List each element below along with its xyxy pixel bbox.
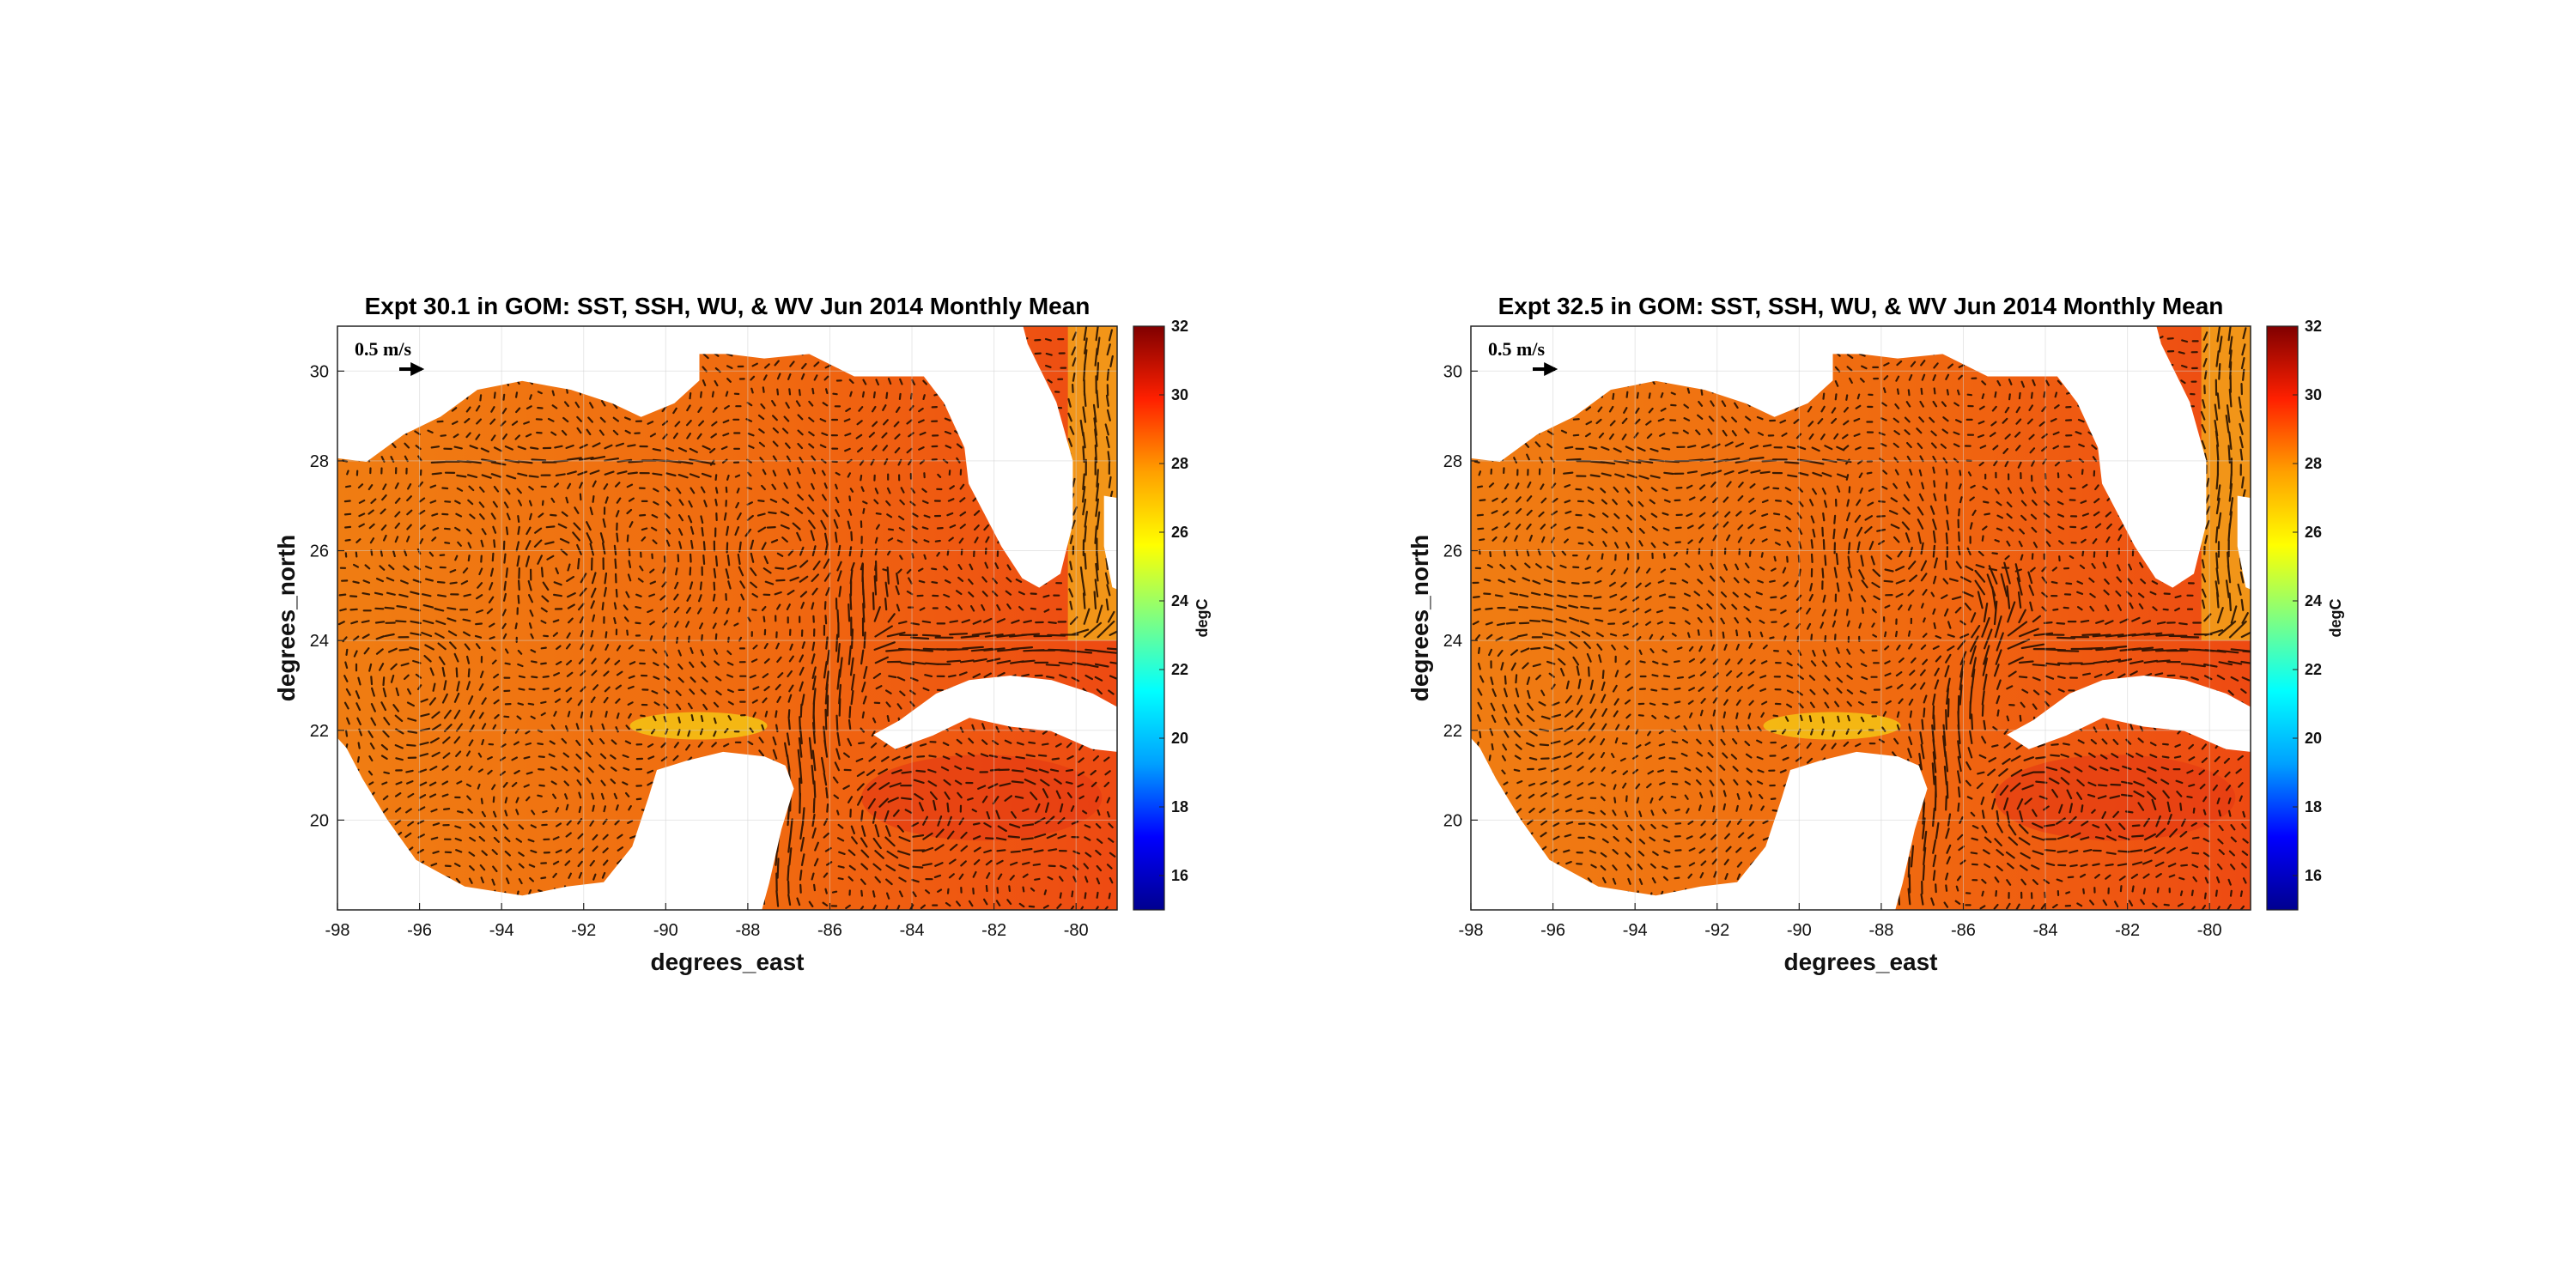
grid — [337, 326, 1117, 910]
reference-vector-label: 0.5 m/s — [355, 338, 411, 360]
colorbar: 32 30 28 26 24 22 20 18 16 degC — [1133, 318, 1211, 911]
y-tick-label: 30 — [1443, 362, 1462, 381]
colorbar-gradient — [1133, 325, 1165, 911]
x-tick-label: -96 — [407, 921, 432, 940]
colorbar-tick-label: 32 — [2305, 318, 2322, 335]
x-tick-label: -86 — [817, 921, 842, 940]
land-polygon — [2007, 675, 2251, 752]
chart-title: Expt 32.5 in GOM: SST, SSH, WU, & WV Jun… — [1498, 293, 2224, 319]
colorbar-gradient — [2266, 325, 2299, 911]
reference-vector: 0.5 m/s — [1488, 338, 1558, 376]
x-tick-label: -88 — [735, 921, 760, 940]
grid — [1471, 326, 2251, 910]
colorbar-tick-label: 20 — [2305, 730, 2322, 747]
y-tick-label: 28 — [1443, 452, 1462, 471]
colorbar-tick-label: 28 — [1171, 455, 1188, 472]
x-tick-label: -94 — [489, 921, 514, 940]
land-polygon — [337, 326, 1073, 588]
x-tick-label: -80 — [2197, 921, 2222, 940]
y-axis-label: degrees_north — [273, 535, 300, 702]
x-tick-label: -84 — [900, 921, 925, 940]
colorbar-tick-label: 24 — [2305, 592, 2322, 609]
x-tick-label: -82 — [981, 921, 1006, 940]
colorbar-tick-label: 18 — [2305, 798, 2322, 815]
x-tick-label: -84 — [2033, 921, 2058, 940]
colorbar-tick-label: 18 — [1171, 798, 1188, 815]
x-tick-label: -92 — [1704, 921, 1729, 940]
colorbar-tick-label: 26 — [1171, 524, 1188, 541]
colorbar-tick-label: 16 — [1171, 867, 1188, 884]
x-tick-label: -88 — [1868, 921, 1893, 940]
plot-area — [1471, 326, 2251, 910]
colorbar-tick-label: 22 — [1171, 661, 1188, 678]
x-tick-label: -92 — [571, 921, 596, 940]
x-axis-label: degrees_east — [1783, 949, 1937, 975]
colorbar-label: degC — [2327, 598, 2344, 637]
land-polygon — [2237, 495, 2251, 590]
colorbar: 32 30 28 26 24 22 20 18 16 degC — [2266, 318, 2344, 911]
x-tick-label: -90 — [1787, 921, 1812, 940]
map-panel-2: Expt 32.5 in GOM: SST, SSH, WU, & WV Jun… — [1406, 293, 2344, 975]
y-tick-label: 26 — [310, 543, 329, 561]
y-tick-label: 26 — [1443, 543, 1462, 561]
x-tick-label: -86 — [1951, 921, 1976, 940]
colorbar-tick-label: 22 — [2305, 661, 2322, 678]
y-tick-label: 30 — [310, 362, 329, 381]
cool-shelf-patch — [629, 712, 768, 740]
colorbar-tick-label: 28 — [2305, 455, 2322, 472]
colorbar-label: degC — [1194, 598, 1211, 637]
colorbar-tick-label: 24 — [1171, 592, 1188, 609]
y-tick-label: 22 — [1443, 722, 1462, 741]
x-tick-label: -94 — [1623, 921, 1648, 940]
map-panel-1: Expt 30.1 in GOM: SST, SSH, WU, & WV Jun… — [273, 293, 1211, 975]
x-tick-label: -82 — [2115, 921, 2140, 940]
land-polygon — [1471, 737, 1928, 910]
colorbar-tick-label: 30 — [2305, 386, 2322, 403]
land-polygon — [1471, 326, 2207, 588]
y-axis-label: degrees_north — [1406, 535, 1433, 702]
x-tick-label: -98 — [1459, 921, 1484, 940]
y-tick-label: 22 — [310, 722, 329, 741]
chart-title: Expt 30.1 in GOM: SST, SSH, WU, & WV Jun… — [365, 293, 1091, 319]
x-tick-labels: -98 -96 -94 -92 -90 -88 -86 -84 -82 -80 — [325, 903, 1089, 940]
y-tick-label: 20 — [310, 811, 329, 830]
land-polygon — [873, 675, 1117, 752]
reference-vector-label: 0.5 m/s — [1488, 338, 1545, 360]
colorbar-tick-label: 32 — [1171, 318, 1188, 335]
y-tick-label: 24 — [1443, 632, 1462, 651]
colorbar-tick-label: 16 — [2305, 867, 2322, 884]
x-tick-label: -98 — [325, 921, 350, 940]
x-tick-label: -96 — [1540, 921, 1565, 940]
land-polygon — [1103, 495, 1117, 590]
x-tick-label: -90 — [653, 921, 678, 940]
y-tick-label: 24 — [310, 632, 329, 651]
cool-shelf-patch — [1763, 712, 1901, 740]
plot-area — [337, 326, 1117, 910]
land-mask — [1471, 326, 2251, 910]
axes-box — [337, 325, 1118, 911]
y-tick-label: 20 — [1443, 811, 1462, 830]
land-polygon — [337, 737, 794, 910]
land-mask — [337, 326, 1117, 910]
reference-vector: 0.5 m/s — [355, 338, 425, 376]
y-tick-labels: 30 28 26 24 22 20 — [310, 362, 344, 830]
axes-box — [1470, 325, 2251, 911]
y-tick-label: 28 — [310, 452, 329, 471]
colorbar-tick-label: 20 — [1171, 730, 1188, 747]
colorbar-tick-label: 26 — [2305, 524, 2322, 541]
y-tick-labels: 30 28 26 24 22 20 — [1443, 362, 1478, 830]
x-tick-label: -80 — [1064, 921, 1089, 940]
x-tick-labels: -98 -96 -94 -92 -90 -88 -86 -84 -82 -80 — [1459, 903, 2222, 940]
x-axis-label: degrees_east — [650, 949, 804, 975]
colorbar-tick-label: 30 — [1171, 386, 1188, 403]
